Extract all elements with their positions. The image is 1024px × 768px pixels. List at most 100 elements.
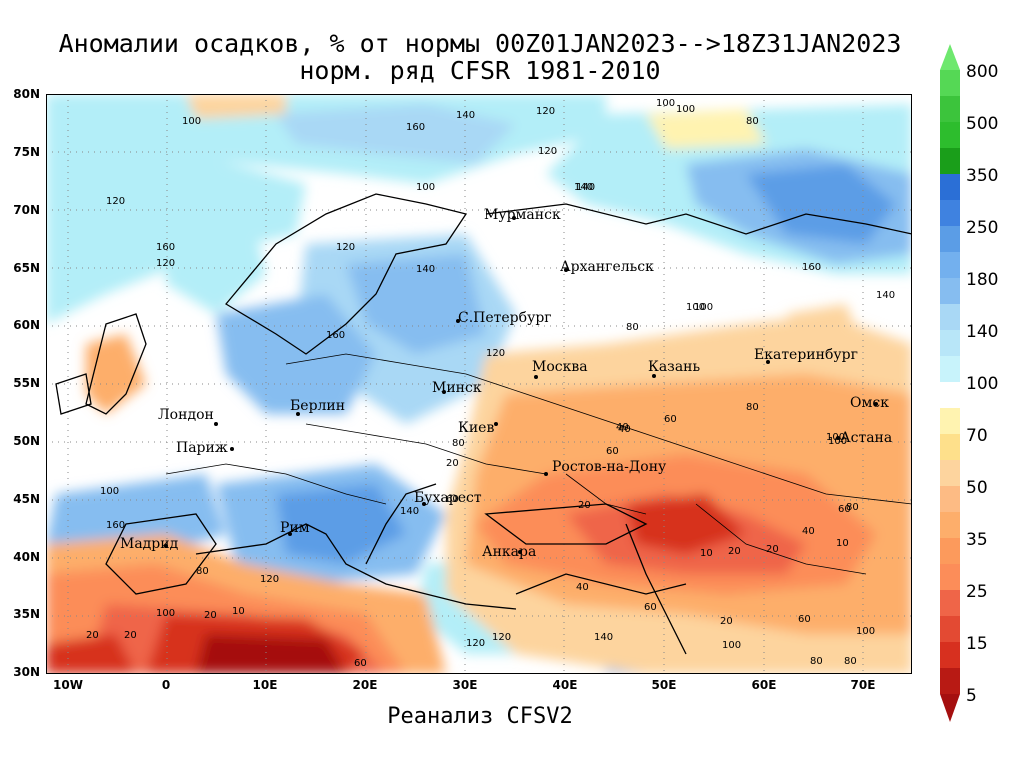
contour-label: 60 — [798, 614, 811, 625]
colorbar-bin-120 — [940, 356, 960, 382]
colorbar-bin-70 — [940, 434, 960, 460]
colorbar-bin-500 — [940, 122, 960, 148]
contour-label: 80 — [746, 402, 759, 413]
lat-label-70n: 70N — [13, 203, 40, 217]
city-murmansk: Мурманск — [484, 207, 561, 223]
city-dot — [230, 447, 234, 451]
legend-label-350: 350 — [966, 166, 999, 186]
colorbar-bin-30 — [940, 564, 960, 590]
coastlines — [55, 193, 912, 655]
contour-label: 160 — [802, 262, 821, 273]
contour-labels: 100 160 140 120 100 100 80 120 160 120 1… — [86, 98, 895, 669]
legend-label-800: 800 — [966, 62, 999, 82]
contour-label: 60 — [354, 658, 367, 669]
contour-label: 80 — [810, 656, 823, 667]
city-dot — [518, 550, 522, 554]
contour-label: 160 — [406, 122, 425, 133]
city-st-petersburg: С.Петербург — [458, 310, 552, 326]
city-dot — [534, 375, 538, 379]
lon-label-50e: 50E — [651, 678, 677, 692]
city-dot — [874, 402, 878, 406]
lon-label-40e: 40E — [552, 678, 578, 692]
city-dot — [422, 502, 426, 506]
city-ankara: Анкара — [482, 544, 536, 560]
legend-label-250: 250 — [966, 218, 999, 238]
city-moscow: Москва — [532, 359, 588, 375]
contour-label: 120 — [492, 632, 511, 643]
city-dot — [296, 412, 300, 416]
lon-label-10e: 10E — [252, 678, 278, 692]
colorbar-bin-300 — [940, 200, 960, 226]
lat-label-75n: 75N — [13, 145, 40, 159]
city-dot — [214, 422, 218, 426]
colorbar-bin-60 — [940, 460, 960, 486]
contour-label: 100 — [686, 302, 705, 313]
colorbar — [940, 44, 960, 722]
city-yekaterinburg: Екатеринбург — [754, 347, 858, 363]
city-dot — [288, 532, 292, 536]
contour-label: 80 — [846, 502, 859, 513]
lat-label-45n: 45N — [13, 492, 40, 506]
legend-label-15: 15 — [966, 634, 988, 654]
precipitation-anomaly-map: 100 160 140 120 100 100 80 120 160 120 1… — [46, 94, 912, 674]
lat-label-65n: 65N — [13, 261, 40, 275]
contour-label: 20 — [766, 544, 779, 555]
contour-label: 140 — [576, 182, 595, 193]
contour-label: 100 — [828, 436, 847, 447]
city-arkhangelsk: Архангельск — [560, 259, 654, 275]
legend-label-140: 140 — [966, 322, 999, 342]
colorbar-bin-50 — [940, 486, 960, 512]
contour-label: 100 — [416, 182, 435, 193]
contour-label: 120 — [260, 574, 279, 585]
contour-label: 60 — [664, 414, 677, 425]
contour-label: 20 — [86, 630, 99, 641]
lat-label-30n: 30N — [13, 665, 40, 679]
colorbar-bin-15 — [940, 642, 960, 668]
city-london: Лондон — [158, 407, 214, 423]
contour-label: 100 — [182, 116, 201, 127]
lon-label-30e: 30E — [452, 678, 478, 692]
colorbar-bin-200 — [940, 252, 960, 278]
city-paris: Париж — [176, 440, 228, 456]
contour-label: 40 — [618, 424, 631, 435]
colorbar-bin-400 — [940, 148, 960, 174]
lat-label-80n: 80N — [13, 87, 40, 101]
city-dot — [456, 319, 460, 323]
contour-label: 120 — [538, 146, 557, 157]
colorbar-bottom-arrow — [940, 694, 960, 722]
contour-label: 100 — [694, 302, 713, 313]
contour-label: 160 — [326, 330, 345, 341]
legend-label-70: 70 — [966, 426, 988, 446]
lat-label-40n: 40N — [13, 550, 40, 564]
contour-label: 100 — [722, 640, 741, 651]
city-kiev: Киев — [458, 420, 494, 436]
contour-label: 10 — [700, 548, 713, 559]
lon-label-60e: 60E — [751, 678, 777, 692]
contour-label: 20 — [204, 610, 217, 621]
contour-label: 140 — [574, 182, 593, 193]
legend-label-25: 25 — [966, 582, 988, 602]
city-madrid: Мадрид — [120, 536, 179, 552]
lat-label-55n: 55N — [13, 376, 40, 390]
colorbar-bin-180 — [940, 278, 960, 304]
legend-label-50: 50 — [966, 478, 988, 498]
contour-label: 140 — [416, 264, 435, 275]
contour-label: 160 — [156, 242, 175, 253]
contour-label: 100 — [676, 104, 695, 115]
lon-label-0: 0 — [161, 678, 171, 692]
city-kazan: Казань — [648, 359, 700, 375]
contour-label: 80 — [746, 116, 759, 127]
colorbar-bin-35 — [940, 538, 960, 564]
contour-label: 40 — [576, 582, 589, 593]
contour-label: 60 — [838, 504, 851, 515]
colorbar-bin-20 — [940, 616, 960, 642]
contour-label: 20 — [124, 630, 137, 641]
contour-label: 120 — [336, 242, 355, 253]
contour-label: 80 — [196, 566, 209, 577]
city-dot — [766, 360, 770, 364]
chart-subtitle: норм. ряд CFSR 1981-2010 — [299, 56, 661, 85]
colorbar-bin-40 — [940, 512, 960, 538]
colorbar-bin-140 — [940, 330, 960, 356]
lat-label-50n: 50N — [13, 434, 40, 448]
lon-label-70e: 70E — [850, 678, 876, 692]
